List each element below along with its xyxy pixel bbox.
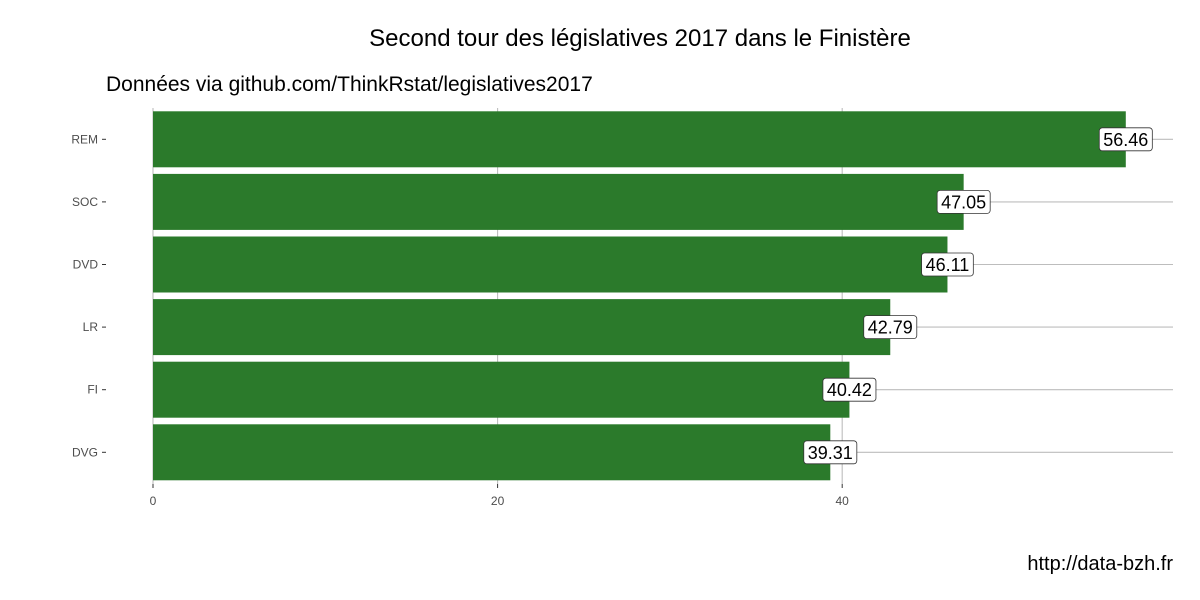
data-label-text: 56.46 [1103, 130, 1148, 150]
data-label-text: 47.05 [941, 192, 986, 212]
x-tick-label-2: 40 [836, 494, 850, 508]
x-axis: 0 20 40 [150, 484, 850, 508]
bars [153, 111, 1126, 481]
y-tick-label-5: DVG [72, 445, 98, 459]
bar-rem [153, 111, 1126, 168]
y-tick-label-3: LR [83, 320, 99, 334]
x-tick-label-0: 0 [150, 494, 157, 508]
data-label-rem: 56.46 [1098, 127, 1153, 152]
y-tick-label-2: DVD [73, 258, 99, 272]
data-labels: 56.46 47.05 46.11 42.79 40.42 39.31 [803, 127, 1153, 465]
data-label-lr: 42.79 [863, 315, 918, 340]
data-label-text: 39.31 [808, 443, 853, 463]
data-label-dvg: 39.31 [803, 440, 858, 465]
data-label-text: 40.42 [827, 380, 872, 400]
data-label-text: 46.11 [926, 255, 970, 275]
y-tick-label-0: REM [71, 132, 98, 146]
data-label-box [803, 440, 858, 465]
data-label-box [936, 189, 991, 214]
data-label-dvd: 46.11 [921, 252, 974, 277]
bar-soc [153, 173, 964, 230]
data-label-text: 42.79 [868, 318, 913, 338]
chart-title: Second tour des législatives 2017 dans l… [369, 25, 911, 52]
bar-dvd [153, 236, 948, 293]
bar-dvg [153, 424, 831, 481]
data-label-soc: 47.05 [936, 189, 991, 214]
chart-caption: http://data-bzh.fr [1027, 553, 1173, 575]
data-label-box [822, 377, 877, 402]
data-label-box [921, 252, 974, 277]
data-label-fi: 40.42 [822, 377, 877, 402]
bar-fi [153, 361, 850, 418]
y-tick-label-4: FI [87, 383, 98, 397]
bar-lr [153, 299, 891, 356]
data-label-box [1098, 127, 1153, 152]
y-tick-label-1: SOC [72, 195, 98, 209]
x-tick-label-1: 20 [491, 494, 505, 508]
y-axis: REM SOC DVD LR FI DVG [71, 132, 106, 459]
chart-subtitle: Données via github.com/ThinkRstat/legisl… [106, 73, 593, 96]
data-label-box [863, 315, 918, 340]
